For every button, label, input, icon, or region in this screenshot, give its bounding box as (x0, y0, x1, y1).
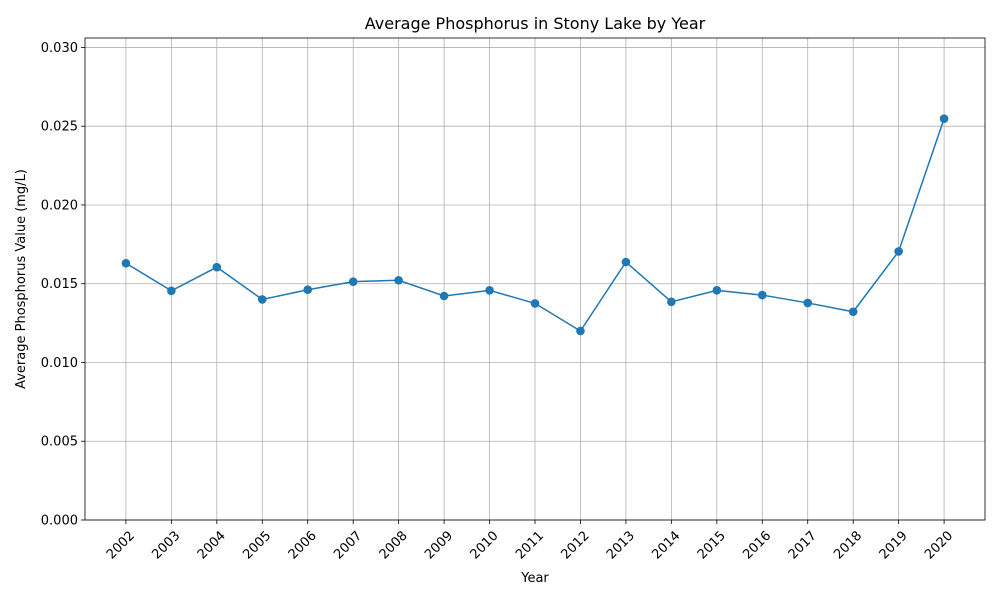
y-tick-label: 0.005 (41, 435, 78, 450)
data-point (121, 258, 131, 268)
x-tick-label: 2010 (468, 528, 502, 562)
series-layer (121, 114, 949, 336)
x-tick-label: 2004 (195, 528, 229, 562)
data-point (712, 286, 722, 295)
x-tick-label: 2008 (377, 528, 411, 562)
data-point (167, 286, 176, 296)
y-tick-label: 0.015 (41, 277, 78, 292)
x-tick-label: 2012 (558, 528, 592, 562)
chart-title: Average Phosphorus in Stony Lake by Year (365, 14, 706, 33)
y-axis-label: Average Phosphorus Value (mg/L) (14, 169, 29, 389)
x-axis-label: Year (520, 571, 549, 586)
x-tick-label: 2016 (740, 528, 774, 562)
data-point (757, 290, 767, 300)
x-tick-label: 2015 (695, 528, 729, 562)
y-axis-ticks: 0.000 0.005 0.010 0.015 0.020 0.025 0.030 (41, 41, 85, 529)
x-tick-label: 2007 (331, 528, 365, 562)
x-tick-label: 2017 (786, 528, 820, 562)
data-point (303, 285, 313, 295)
data-point (621, 257, 631, 267)
grid (85, 38, 985, 521)
data-point (939, 114, 949, 123)
data-point (894, 247, 903, 256)
y-tick-label: 0.020 (41, 198, 78, 213)
y-tick-label: 0.030 (41, 41, 78, 56)
data-point (803, 298, 813, 308)
x-tick-label: 2011 (513, 528, 547, 562)
x-tick-label: 2002 (104, 528, 138, 562)
y-tick-label: 0.010 (41, 356, 78, 371)
data-point (576, 326, 585, 336)
x-tick-label: 2013 (604, 528, 638, 562)
x-tick-label: 2003 (149, 528, 183, 562)
x-axis-ticks: 2002 2003 2004 2005 2006 2007 2008 2009 2010 2011… (104, 520, 956, 562)
data-point (257, 295, 267, 304)
x-tick-label: 2020 (922, 528, 956, 562)
data-point (348, 277, 358, 286)
x-tick-label: 2018 (831, 528, 865, 562)
x-tick-label: 2014 (649, 528, 683, 562)
data-point (530, 299, 540, 308)
data-point (848, 307, 858, 317)
data-point (485, 286, 494, 295)
data-point (439, 291, 449, 301)
x-tick-label: 2019 (877, 528, 911, 562)
x-tick-label: 2005 (240, 528, 274, 562)
y-tick-label: 0.025 (41, 120, 78, 135)
data-point (212, 262, 222, 272)
data-point (667, 297, 676, 307)
y-tick-label: 0.000 (41, 514, 78, 529)
x-tick-label: 2006 (286, 528, 320, 562)
data-point (394, 275, 403, 285)
x-tick-label: 2009 (422, 528, 456, 562)
